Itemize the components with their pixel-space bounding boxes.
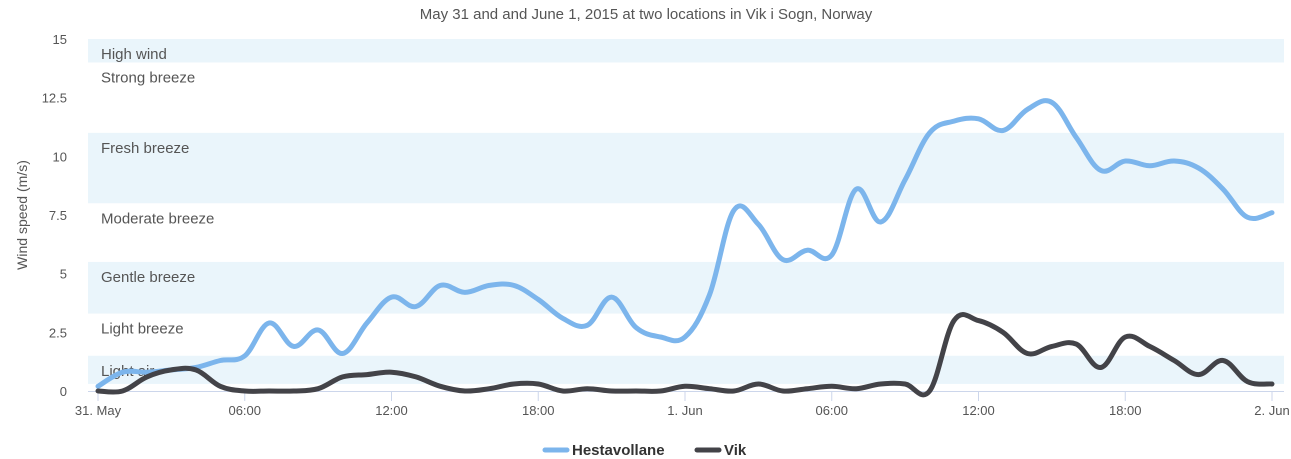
x-tick-label: 12:00 bbox=[962, 403, 995, 418]
band-6 bbox=[88, 39, 1284, 63]
x-tick-label: 06:00 bbox=[815, 403, 848, 418]
x-tick-label: 18:00 bbox=[522, 403, 555, 418]
band-0 bbox=[88, 355, 1284, 384]
y-tick-label: 15 bbox=[53, 32, 67, 47]
y-axis: 0 2.5 5 7.5 10 12.5 15 bbox=[42, 32, 67, 399]
y-axis-title: Wind speed (m/s) bbox=[14, 160, 30, 270]
x-tick-label: 1. Jun bbox=[667, 403, 702, 418]
y-tick-label: 0 bbox=[60, 384, 67, 399]
x-tick-label: 06:00 bbox=[228, 403, 261, 418]
x-tick-label: 2. Jun bbox=[1254, 403, 1289, 418]
band-label: Strong breeze bbox=[101, 69, 195, 86]
band-4 bbox=[88, 132, 1284, 204]
band-label: High wind bbox=[101, 46, 167, 63]
y-tick-label: 2.5 bbox=[49, 325, 67, 340]
x-tick-label: 31. May bbox=[75, 403, 122, 418]
legend: Hestavollane Vik bbox=[542, 442, 747, 459]
legend-item-hestavollane[interactable]: Hestavollane bbox=[572, 442, 665, 459]
band-label: Light breeze bbox=[101, 321, 184, 338]
x-tick-label: 12:00 bbox=[375, 403, 408, 418]
band-label: Fresh breeze bbox=[101, 140, 189, 157]
x-axis: 31. May 06:00 12:00 18:00 1. Jun 06:00 12:00 18… bbox=[75, 391, 1290, 418]
series-line-vik[interactable] bbox=[95, 311, 1275, 398]
band-label: Gentle breeze bbox=[101, 269, 195, 286]
y-tick-label: 12.5 bbox=[42, 91, 67, 106]
series-line-hestavollane[interactable] bbox=[95, 98, 1275, 389]
series-lines bbox=[95, 98, 1275, 398]
legend-item-vik[interactable]: Vik bbox=[724, 442, 747, 459]
y-tick-label: 10 bbox=[53, 149, 67, 164]
x-tick-label: 18:00 bbox=[1109, 403, 1142, 418]
y-tick-label: 5 bbox=[60, 267, 67, 282]
band-label: Moderate breeze bbox=[101, 210, 214, 227]
chart-title: May 31 and and June 1, 2015 at two locat… bbox=[420, 6, 873, 23]
band-2 bbox=[88, 261, 1284, 314]
y-tick-label: 7.5 bbox=[49, 208, 67, 223]
